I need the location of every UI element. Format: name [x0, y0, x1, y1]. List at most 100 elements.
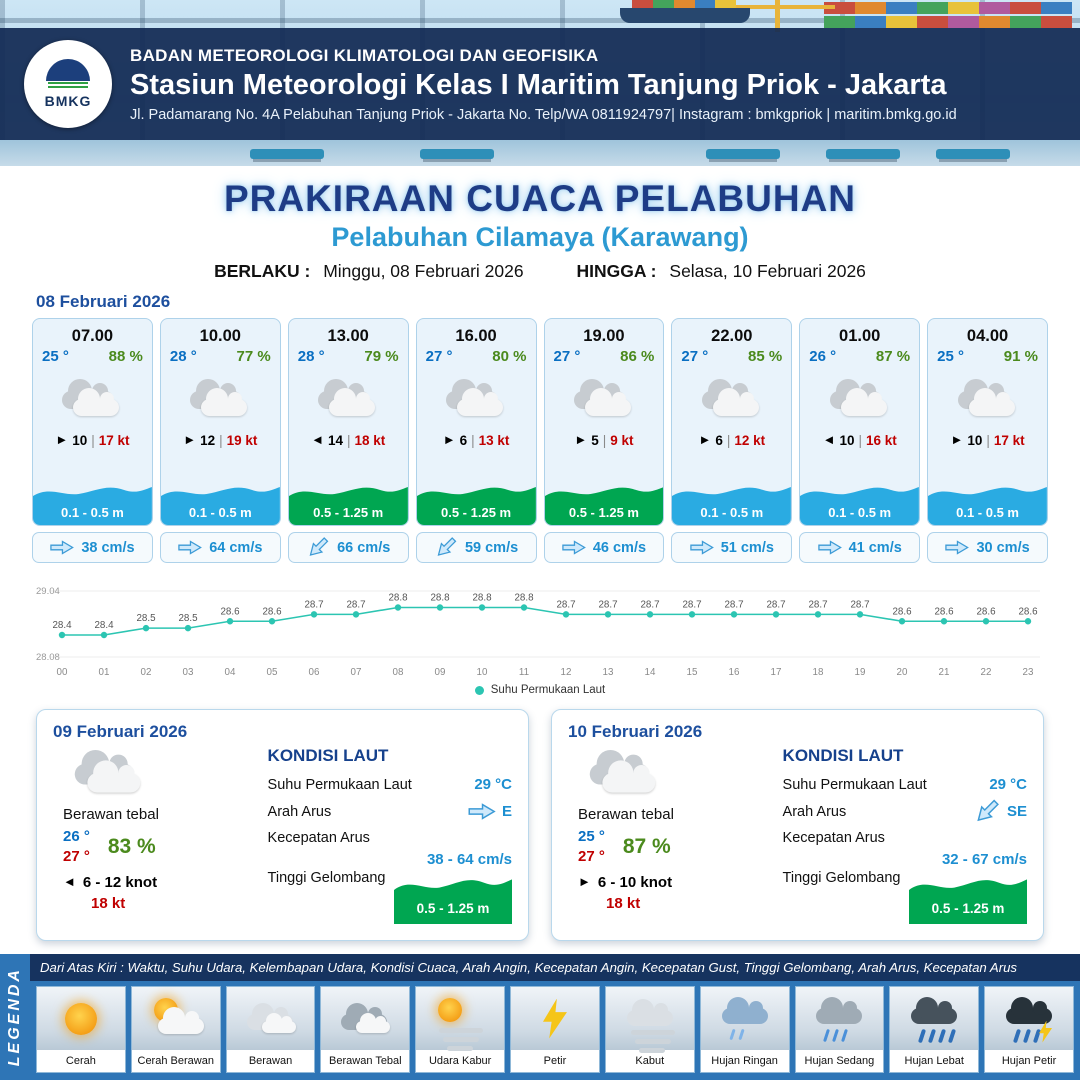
- sun-icon: [50, 992, 112, 1046]
- sst-label: Suhu Permukaan Laut: [267, 776, 412, 793]
- forecast-time: 01.00: [839, 327, 881, 345]
- wind-direction-icon: ►: [950, 432, 964, 447]
- current-speed-value: 32 - 67 cm/s: [941, 851, 1027, 868]
- temp-max: 27 °: [63, 848, 90, 866]
- thunderstorm-icon: [998, 992, 1060, 1046]
- terminal-floor-decor: [0, 140, 1080, 166]
- current-row: 59 cm/s: [415, 532, 537, 563]
- svg-text:28.7: 28.7: [766, 599, 785, 610]
- svg-text:28.8: 28.8: [472, 593, 492, 604]
- current-row: 46 cm/s: [543, 532, 665, 563]
- wind-direction-icon: ►: [698, 432, 712, 447]
- wave-height-value: 0.1 - 0.5 m: [700, 505, 764, 520]
- humidity-value: 80 %: [492, 348, 527, 365]
- temperature-value: 28 °: [297, 348, 325, 365]
- svg-text:22: 22: [981, 667, 992, 678]
- current-speed-value: 66 cm/s: [337, 539, 391, 556]
- forecast-time: 16.00: [455, 327, 497, 345]
- temperature-value: 25 °: [42, 348, 69, 365]
- legend-tile-label: Cerah: [37, 1050, 125, 1072]
- svg-text:03: 03: [183, 667, 194, 678]
- svg-text:28.6: 28.6: [976, 606, 996, 617]
- current-direction-icon: [689, 540, 714, 555]
- cloud-thick-icon: [334, 992, 396, 1046]
- wind-row: ◄ 10 | 16 kt: [822, 432, 897, 448]
- wind-direction-icon: ◄: [311, 432, 324, 447]
- current-row: 41 cm/s: [799, 532, 921, 563]
- agency-name: BADAN METEOROLOGI KLIMATOLOGI DAN GEOFIS…: [130, 45, 599, 65]
- valid-until-label: HINGGA :: [576, 261, 657, 281]
- svg-text:21: 21: [939, 667, 950, 678]
- chart-legend: Suhu Permukaan Laut: [36, 681, 1044, 699]
- current-direction-value: E: [501, 803, 512, 820]
- svg-text:28.7: 28.7: [682, 599, 701, 610]
- wind-row: ► 6 - 10 knot: [578, 874, 775, 891]
- valid-from-label: BERLAKU :: [214, 261, 311, 281]
- legend-tile: Hujan Petir: [984, 986, 1074, 1073]
- humidity-value: 83 %: [107, 835, 156, 859]
- wind-gust: 18 kt: [606, 894, 641, 912]
- temperature-value: 28 °: [169, 348, 197, 365]
- wind-row: ► 6 | 13 kt: [442, 432, 510, 448]
- svg-text:08: 08: [393, 667, 404, 678]
- wave-height-label: Tinggi Gelombang: [267, 870, 386, 886]
- current-speed-value: 41 cm/s: [848, 539, 902, 556]
- legend-tile-label: Petir: [511, 1050, 599, 1072]
- wind-direction-icon: ►: [574, 432, 588, 447]
- day-condition: Berawan tebal: [578, 806, 674, 823]
- wind-row: ◄ 14 | 18 kt: [311, 432, 386, 448]
- humidity-value: 87 %: [622, 835, 671, 859]
- svg-text:18: 18: [813, 667, 824, 678]
- hourly-forecast-card: 19.00 27 ° 86 % ► 5 | 9 kt 0.5 - 1.25 m …: [543, 318, 665, 563]
- svg-text:05: 05: [267, 667, 278, 678]
- current-speed-value: 38 - 64 cm/s: [426, 851, 512, 868]
- current-direction-icon: [977, 799, 999, 822]
- current-direction-value: SE: [1006, 803, 1027, 820]
- current-speed-value: 30 cm/s: [976, 539, 1030, 556]
- current-speed-label: Kecepatan Arus: [267, 830, 370, 846]
- wave-height-value: 0.1 - 0.5 m: [956, 505, 1019, 520]
- wind-speed: 10: [839, 433, 855, 448]
- sst-label: Suhu Permukaan Laut: [782, 776, 927, 793]
- current-direction-label: Arah Arus: [782, 803, 847, 820]
- valid-from-value: Minggu, 08 Februari 2026: [323, 261, 524, 281]
- hourly-forecast-card: 13.00 28 ° 79 % ◄ 14 | 18 kt 0.5 - 1.25 …: [287, 318, 409, 563]
- wind-speed: 10: [967, 433, 983, 448]
- wind-row: ► 5 | 9 kt: [574, 432, 634, 448]
- station-name: Stasiun Meteorologi Kelas I Maritim Tanj…: [130, 68, 947, 101]
- legend-tile-label: Berawan Tebal: [321, 1050, 410, 1072]
- current-direction-icon: [50, 540, 75, 555]
- svg-text:28.5: 28.5: [136, 613, 156, 624]
- wave-height-band: 0.1 - 0.5 m: [928, 479, 1047, 525]
- current-row: 51 cm/s: [671, 532, 793, 563]
- current-speed-value: 38 cm/s: [81, 539, 135, 556]
- svg-text:28.4: 28.4: [52, 620, 72, 631]
- humidity-value: 85 %: [748, 348, 783, 365]
- current-direction-icon: [468, 803, 496, 820]
- light-rain-icon: [714, 992, 776, 1046]
- cloudy-weather-icon: [953, 377, 1023, 421]
- svg-text:28.7: 28.7: [724, 599, 743, 610]
- temperature-value: 27 °: [553, 348, 581, 365]
- bench-decor: [250, 149, 324, 159]
- wind-speed: 5: [591, 433, 599, 448]
- humidity-value: 79 %: [364, 348, 399, 365]
- station-address: Jl. Padamarang No. 4A Pelabuhan Tanjung …: [130, 106, 957, 123]
- legend-tile-label: Hujan Ringan: [700, 1050, 789, 1072]
- svg-text:28.6: 28.6: [220, 606, 240, 617]
- current-row: 30 cm/s: [927, 532, 1048, 563]
- day-forecast-card: 10 Februari 2026 Berawan tebal 25 ° 27 °…: [551, 709, 1044, 941]
- sea-conditions-heading: KONDISI LAUT: [782, 746, 904, 765]
- wind-range: 6 - 12 knot: [82, 873, 158, 891]
- bmkg-logo: BMKG: [24, 40, 112, 128]
- current-direction-label: Arah Arus: [267, 803, 332, 820]
- wind-range: 6 - 10 knot: [597, 873, 673, 891]
- cloudy-weather-icon: [57, 377, 127, 421]
- forecast-time: 07.00: [71, 327, 114, 345]
- svg-text:02: 02: [141, 667, 152, 678]
- wind-speed: 6: [715, 433, 723, 448]
- svg-text:14: 14: [645, 667, 656, 678]
- current-speed-value: 46 cm/s: [592, 539, 647, 556]
- wind-row: ◄ 6 - 12 knot: [63, 874, 260, 891]
